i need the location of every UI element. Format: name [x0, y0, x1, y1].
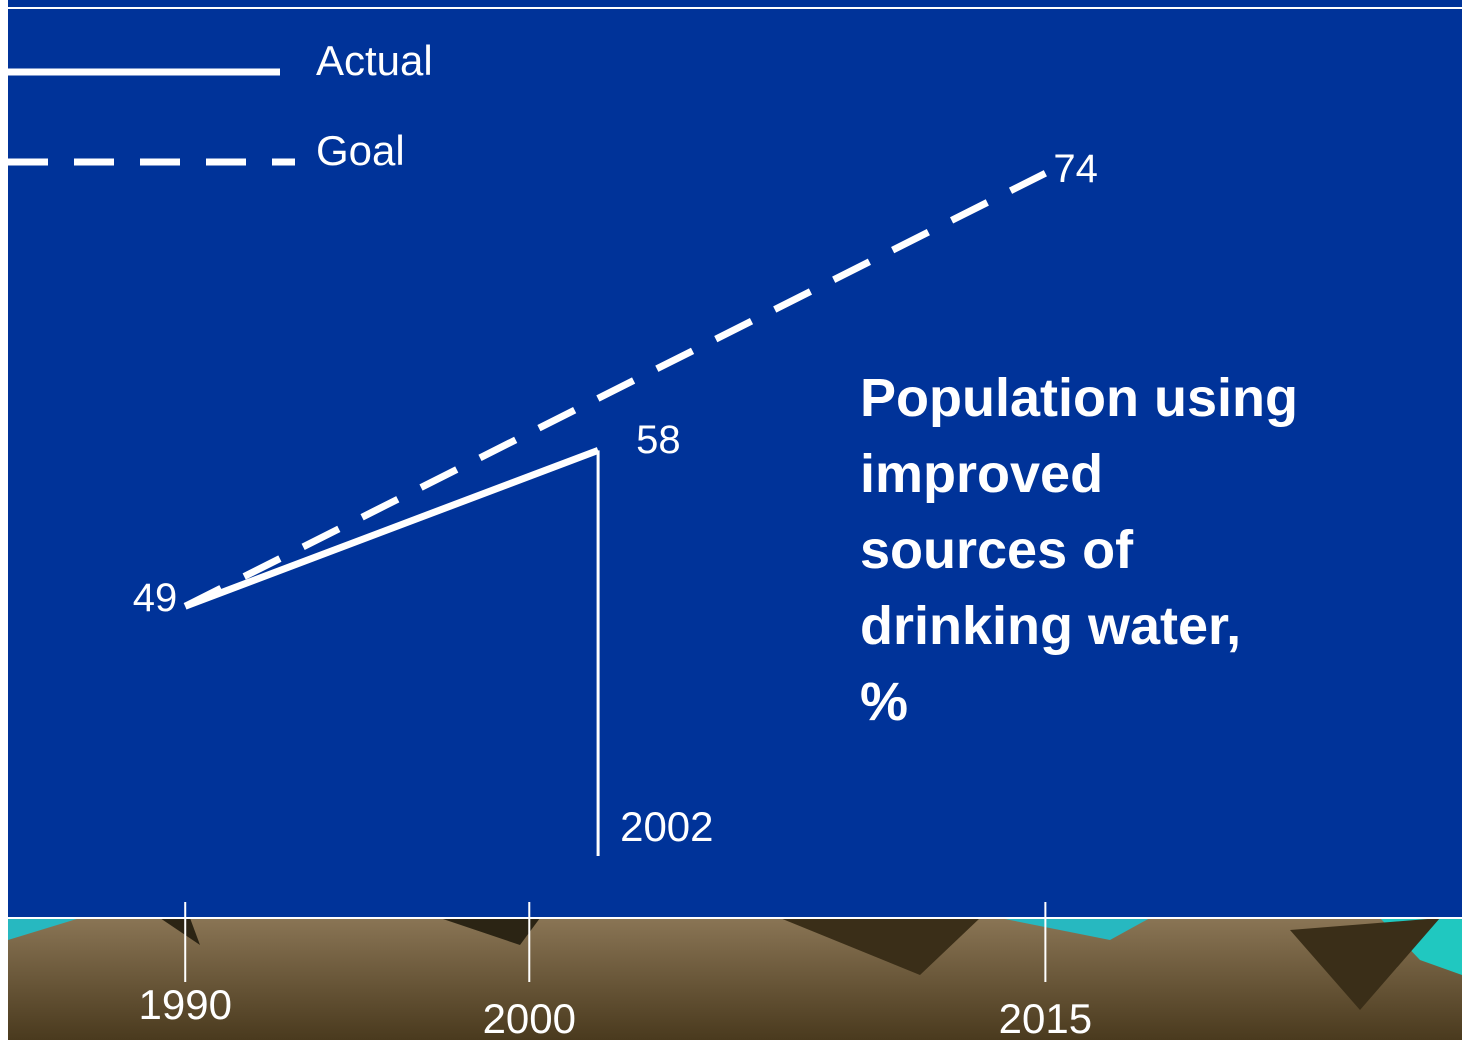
- terrain: [8, 918, 1462, 1040]
- value-label: 49: [133, 576, 178, 620]
- water: [1000, 918, 1150, 940]
- value-label: 74: [1053, 147, 1098, 191]
- legend-label: Goal: [316, 127, 405, 174]
- legend-label: Actual: [316, 37, 433, 84]
- rock: [1290, 918, 1440, 1010]
- ground: [8, 918, 1462, 1040]
- rock: [780, 918, 980, 975]
- water: [8, 918, 80, 940]
- series-line: [183, 447, 600, 610]
- x-tick-label: 2015: [999, 995, 1092, 1040]
- drop-label: 2002: [620, 803, 713, 850]
- value-label: 58: [636, 418, 681, 462]
- rock: [440, 918, 540, 945]
- series-line: [183, 170, 1047, 610]
- rock: [160, 918, 200, 945]
- chart-title: Population using improved sources of dri…: [860, 368, 1298, 732]
- plot-background: [8, 0, 1462, 918]
- x-tick-label: 1990: [139, 981, 232, 1028]
- x-tick-label: 2000: [483, 995, 576, 1040]
